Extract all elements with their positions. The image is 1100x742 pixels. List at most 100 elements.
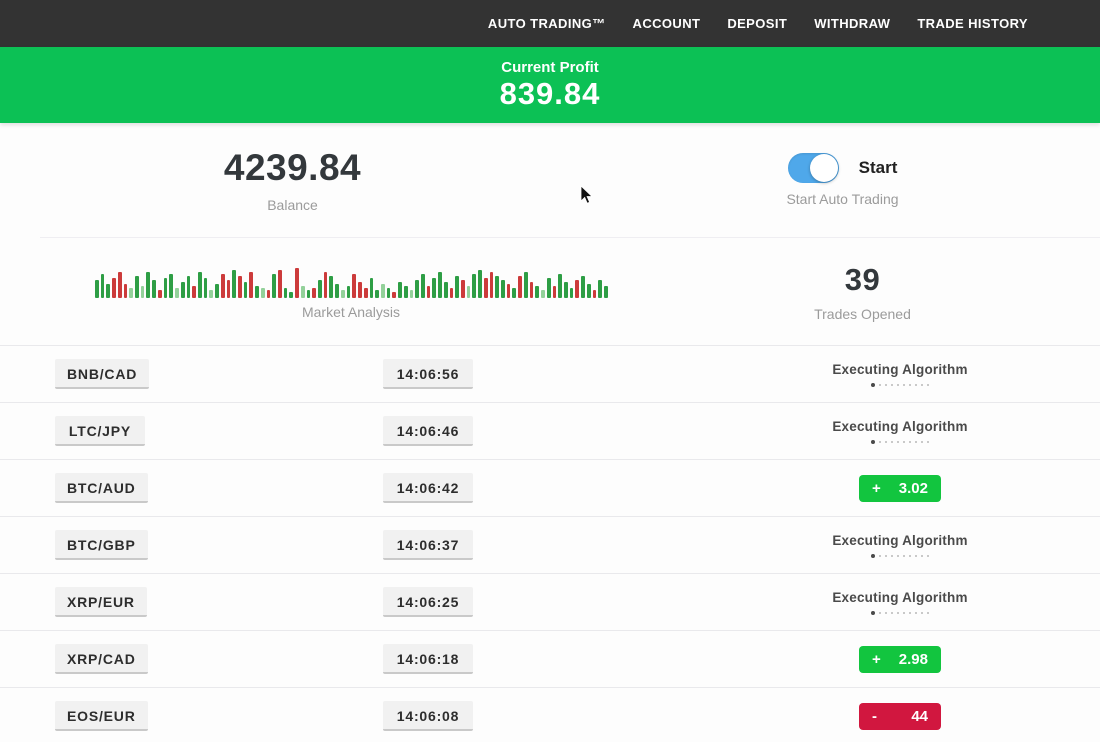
candle-bar: [152, 279, 156, 298]
candle-bar: [346, 285, 351, 298]
candle-bar: [552, 285, 557, 298]
progress-dot: [903, 383, 905, 386]
candle-bar: [255, 285, 259, 298]
balance-block: 4239.84 Balance: [0, 123, 585, 237]
progress-dot: [871, 439, 875, 444]
badge-value: 2.98: [898, 650, 928, 668]
candle-bar: [472, 273, 477, 298]
result-badge-loss: - 44: [859, 702, 941, 730]
candle-bar: [603, 285, 608, 298]
time-chip: 14:06:42: [383, 473, 473, 503]
candle-bar: [586, 283, 591, 298]
candle-bar: [180, 281, 185, 298]
progress-dot: [909, 383, 911, 386]
progress-dot: [921, 440, 923, 443]
badge-value: 44: [911, 707, 928, 725]
candle-bar: [203, 277, 208, 298]
candle-bar: [226, 279, 231, 298]
candle-bar: [495, 275, 500, 298]
pair-chip: XRP/EUR: [55, 587, 147, 617]
pair-chip: BNB/CAD: [55, 359, 150, 389]
trade-row: XRP/CAD 14:06:18 +2.98: [0, 630, 1100, 687]
progress-dot: [915, 611, 917, 614]
progress-dot: [903, 554, 905, 557]
progress-dot: [871, 553, 875, 558]
nav-item-trade-history[interactable]: TRADE HISTORY: [917, 16, 1028, 31]
progress-dot: [909, 440, 911, 443]
candle-bar: [398, 281, 402, 298]
progress-dots: [871, 439, 929, 444]
progress-dot: [915, 440, 917, 443]
progress-dot: [927, 383, 929, 386]
candle-bar: [575, 279, 580, 298]
candle-bar: [289, 291, 294, 298]
candle-bar: [546, 277, 551, 298]
candle-bar: [266, 289, 271, 298]
status-executing-label: Executing Algorithm: [832, 418, 968, 434]
progress-dot: [891, 611, 893, 614]
nav-item-deposit[interactable]: DEPOSIT: [727, 16, 788, 31]
candle-bar: [295, 267, 299, 298]
toggle-knob: [809, 154, 838, 182]
candle-bar: [232, 269, 236, 298]
candle-bar: [563, 281, 568, 298]
candle-bar: [438, 271, 442, 298]
balance-value: 4239.84: [223, 147, 362, 188]
progress-dot: [915, 554, 917, 557]
nav-item-auto-trading[interactable]: AUTO TRADING™: [487, 16, 606, 31]
candle-bar: [272, 273, 276, 298]
candle-bar: [100, 273, 105, 298]
candle-bar: [146, 271, 151, 298]
market-analysis-chart: [95, 264, 608, 298]
market-section: Market Analysis 39 Trades Opened: [40, 237, 1100, 345]
candle-bar: [518, 275, 522, 298]
trade-row: BNB/CAD 14:06:56 Executing Algorithm: [0, 345, 1100, 402]
progress-dot: [885, 554, 887, 557]
candle-bar: [363, 287, 368, 298]
candle-bar: [461, 279, 465, 298]
candle-bar: [352, 273, 357, 298]
candle-bar: [489, 271, 494, 298]
candle-bar: [243, 281, 248, 298]
candle-bar: [209, 289, 214, 298]
progress-dot: [885, 383, 887, 386]
time-chip: 14:06:46: [383, 416, 473, 446]
trades-list: BNB/CAD 14:06:56 Executing Algorithm LTC/JP…: [0, 345, 1100, 742]
status-executing-label: Executing Algorithm: [832, 361, 968, 377]
start-toggle[interactable]: [787, 153, 839, 183]
candle-bar: [306, 289, 311, 298]
candle-bar: [523, 271, 528, 298]
candle-bar: [220, 273, 225, 298]
trade-row: XRP/EUR 14:06:25 Executing Algorithm: [0, 573, 1100, 630]
candle-bar: [375, 289, 379, 298]
candle-bar: [535, 285, 540, 298]
time-chip: 14:06:25: [383, 587, 473, 617]
nav-item-withdraw[interactable]: WITHDRAW: [814, 16, 891, 31]
current-profit-label: Current Profit: [501, 59, 599, 77]
progress-dot: [879, 383, 881, 386]
trade-row: EOS/EUR 14:06:08 - 44: [0, 687, 1100, 742]
progress-dot: [879, 611, 881, 614]
candle-bar: [449, 287, 454, 298]
candle-bar: [192, 285, 196, 298]
progress-dot: [927, 440, 929, 443]
candle-bar: [129, 287, 134, 298]
candle-bar: [386, 287, 391, 298]
progress-dot: [921, 554, 923, 557]
progress-dot: [891, 440, 893, 443]
progress-dot: [891, 383, 893, 386]
start-auto-trading-caption: Start Auto Trading: [786, 191, 899, 207]
progress-dot: [871, 610, 875, 615]
time-chip: 14:06:56: [383, 359, 473, 389]
candle-bar: [323, 271, 328, 298]
progress-dots: [871, 553, 929, 558]
progress-dot: [879, 554, 881, 557]
progress-dot: [897, 383, 899, 386]
candle-bar: [443, 281, 448, 298]
progress-dot: [915, 383, 917, 386]
badge-sign: -: [872, 707, 877, 725]
progress-dot: [927, 611, 929, 614]
candle-bar: [569, 287, 574, 298]
candle-bar: [420, 273, 425, 298]
nav-item-account[interactable]: ACCOUNT: [632, 16, 701, 31]
